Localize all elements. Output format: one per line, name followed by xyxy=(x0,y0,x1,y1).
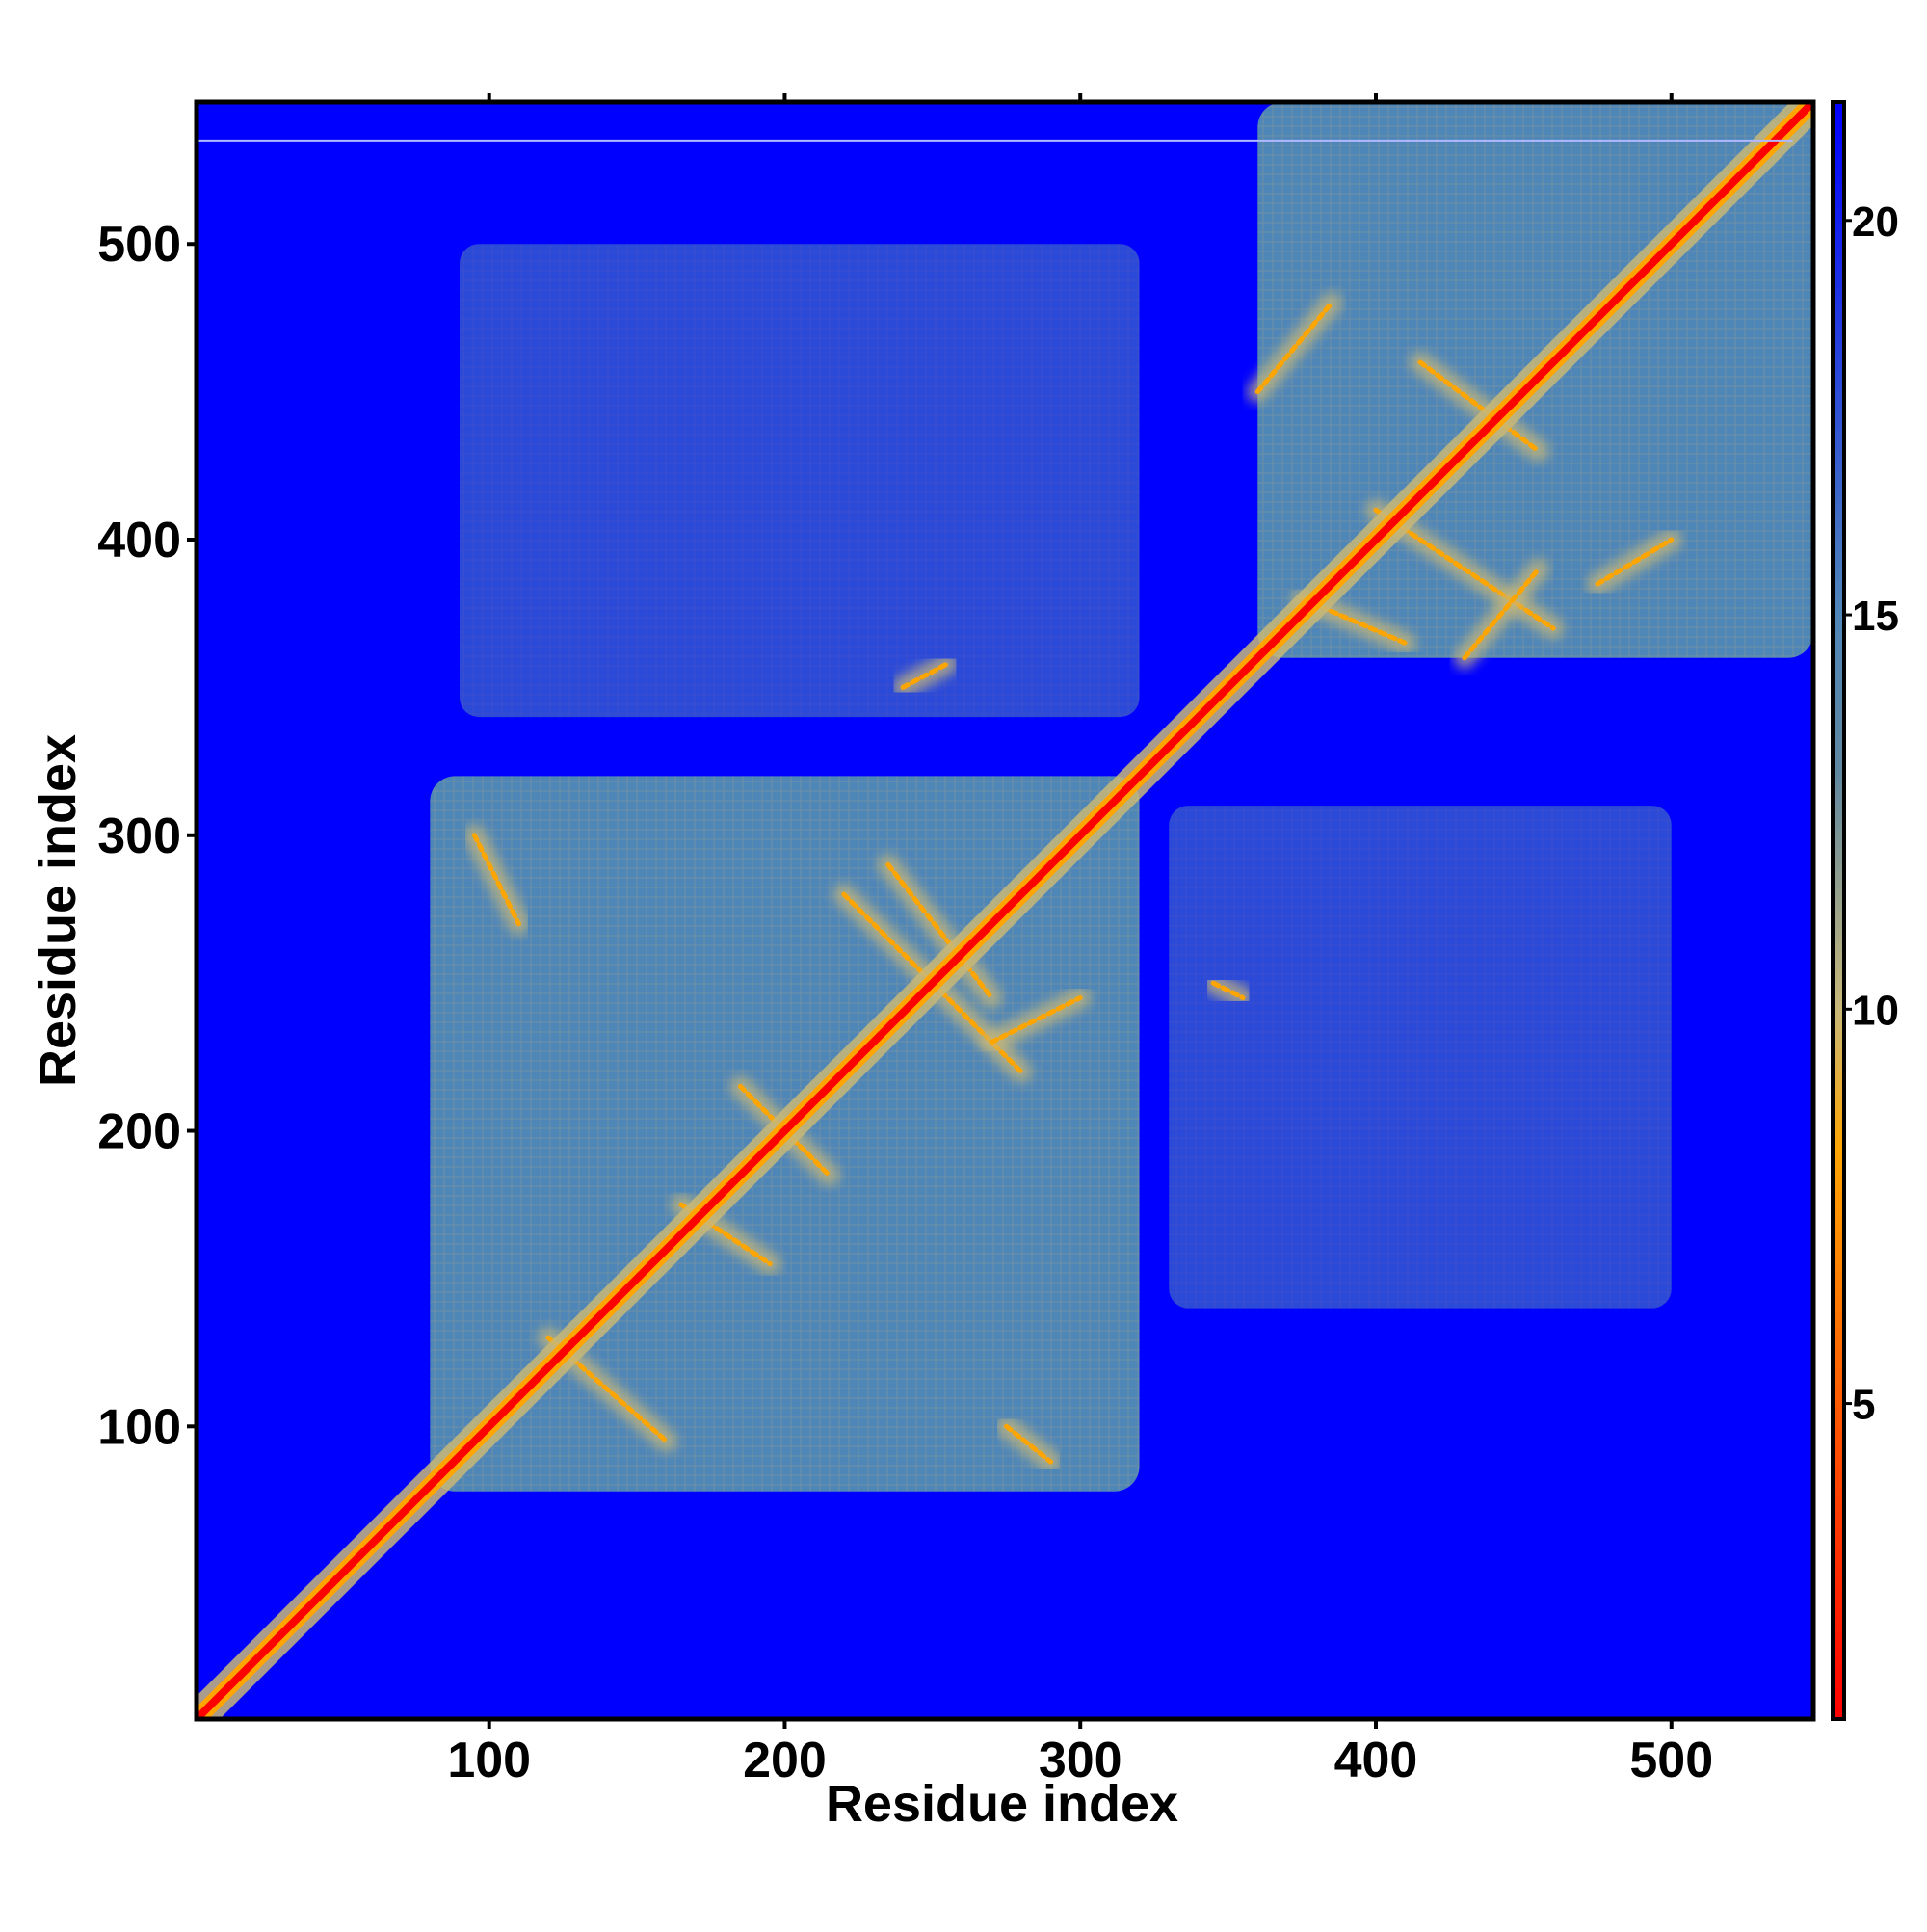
contact-strand-7 xyxy=(471,833,521,927)
colorbar-tick-label: 15 xyxy=(1852,593,1899,640)
interdomain-block-2 xyxy=(1169,806,1672,1309)
contact-strand-11 xyxy=(1417,359,1542,454)
x-tick-label: 200 xyxy=(743,1733,827,1788)
colorbar-tick-label: 20 xyxy=(1852,198,1899,246)
y-tick-label: 200 xyxy=(97,1104,181,1160)
contact-strand-12 xyxy=(1462,567,1542,661)
y-tick-label: 300 xyxy=(97,808,181,864)
colorbar-tick-label: 10 xyxy=(1852,987,1899,1034)
x-tick-label: 100 xyxy=(447,1733,531,1788)
colorbar-tick-label: 5 xyxy=(1852,1382,1875,1429)
contact-strand-8 xyxy=(1004,1423,1054,1465)
diagonal-line xyxy=(197,102,1813,1719)
contact-strand-6 xyxy=(989,994,1083,1045)
y-tick-label: 100 xyxy=(97,1399,181,1455)
contact-strand-15 xyxy=(900,661,950,690)
plot-area xyxy=(197,102,1813,1719)
contact-strand-14 xyxy=(1595,537,1675,587)
x-tick-label: 400 xyxy=(1334,1733,1418,1788)
y-tick-label: 500 xyxy=(97,217,181,273)
x-axis-label: Residue index xyxy=(826,1775,1178,1833)
colorbar: 5 10 15 20 xyxy=(1831,100,1899,1721)
axes: 100 200 300 400 500 100 200 300 400 500 xyxy=(97,93,1816,1788)
contact-strand-9 xyxy=(1254,301,1334,395)
contact-strand-5 xyxy=(885,861,994,1000)
x-tick-label: 500 xyxy=(1629,1733,1713,1788)
contact-strand-16 xyxy=(1210,980,1246,1000)
x-tick-label: 300 xyxy=(1039,1733,1122,1788)
y-axis-label: Residue index xyxy=(29,734,87,1087)
interdomain-block-1 xyxy=(460,244,1140,718)
colorbar-gradient xyxy=(1831,100,1846,1721)
y-tick-label: 400 xyxy=(97,513,181,569)
plot-frame xyxy=(194,99,1816,1722)
